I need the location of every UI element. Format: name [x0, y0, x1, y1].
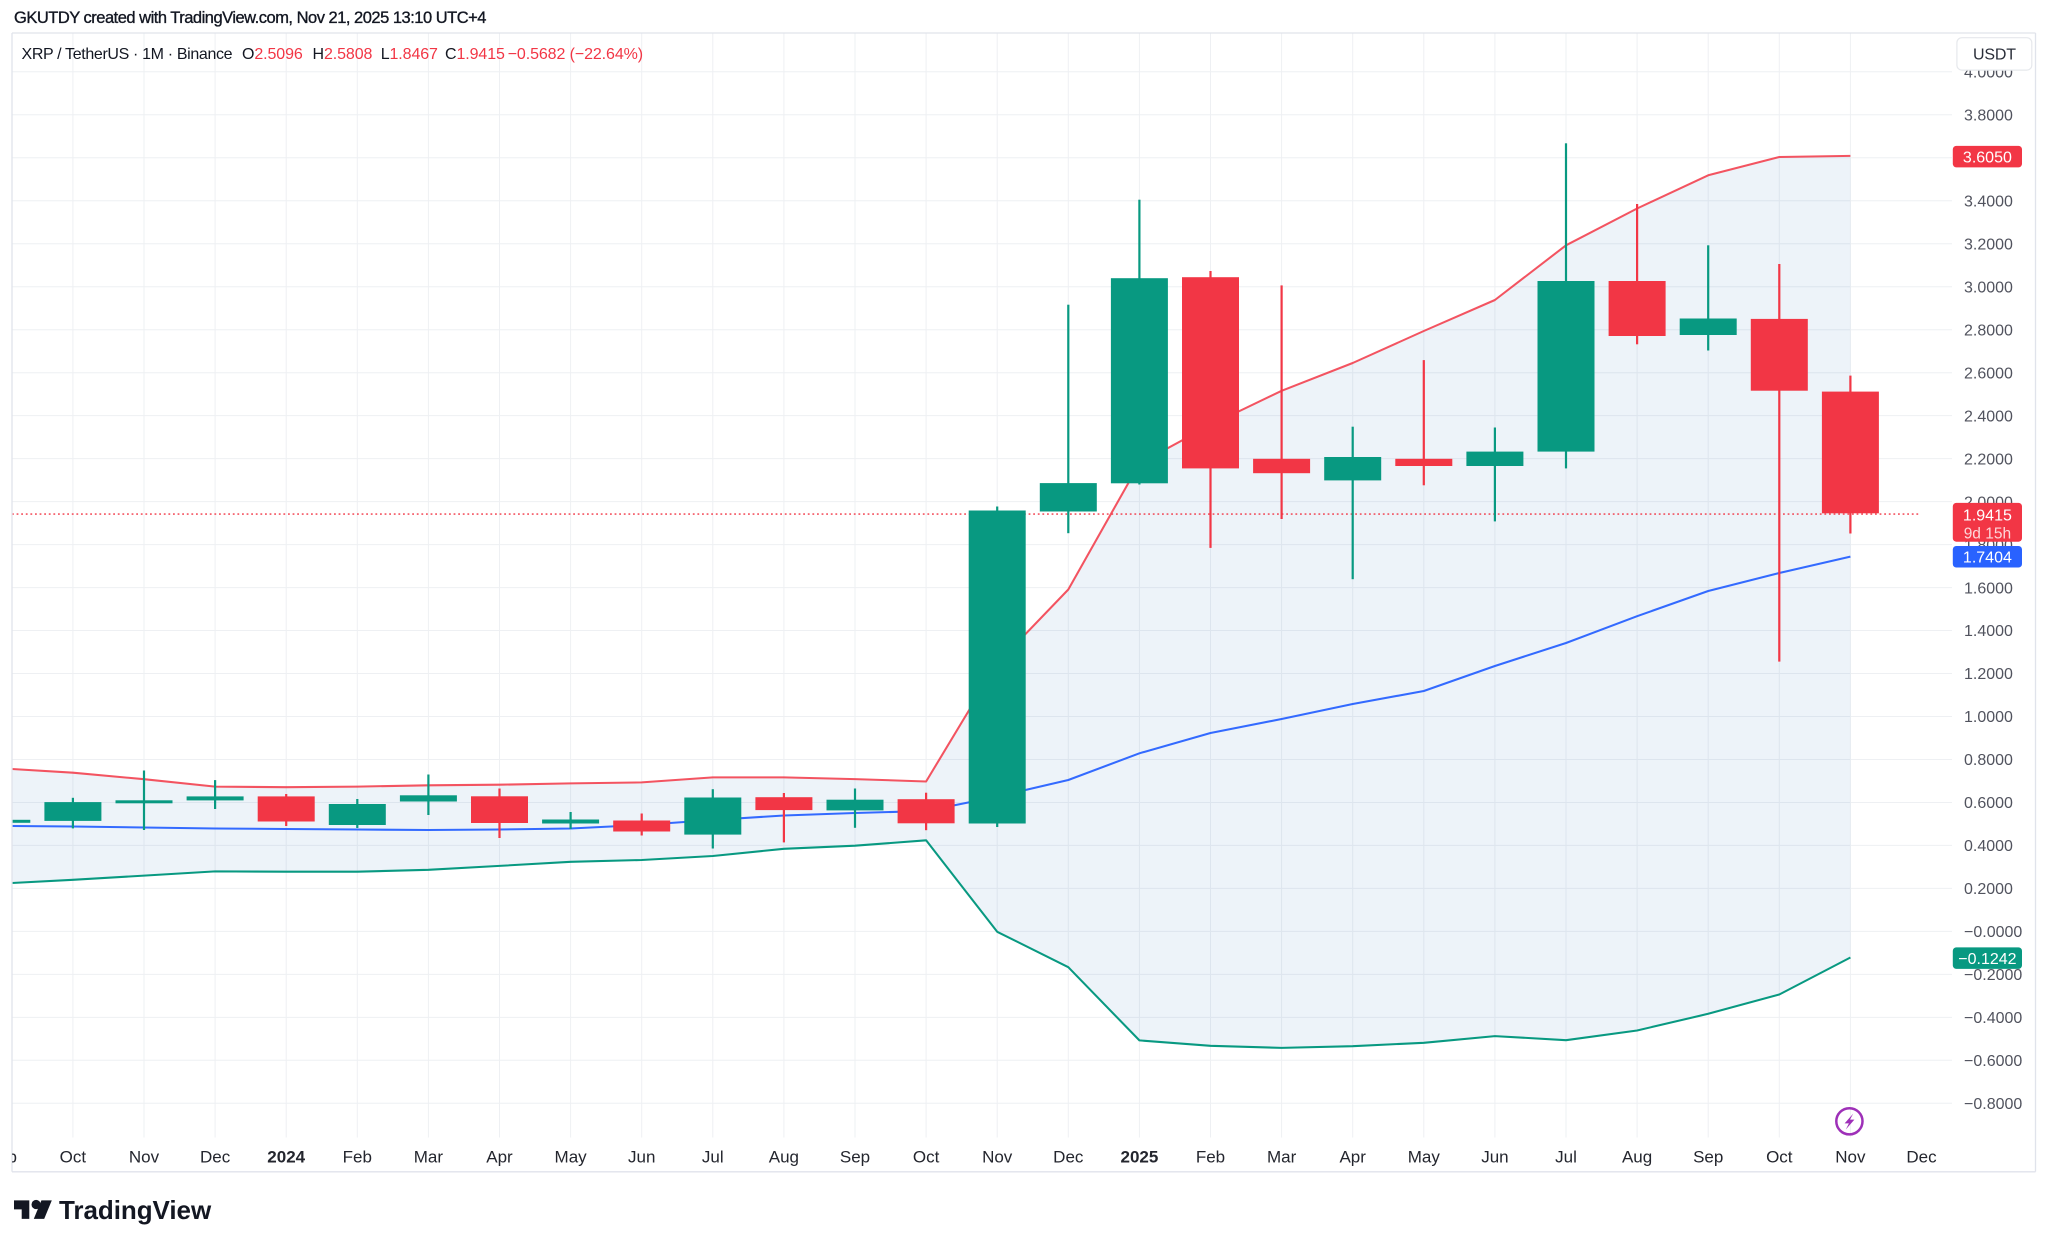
- svg-text:Jul: Jul: [1555, 1147, 1577, 1166]
- svg-text:Jul: Jul: [702, 1147, 724, 1166]
- svg-text:9d 15h: 9d 15h: [1964, 526, 2011, 543]
- svg-text:Nov: Nov: [982, 1147, 1013, 1166]
- svg-text:Feb: Feb: [343, 1147, 372, 1166]
- svg-text:2.2000: 2.2000: [1964, 451, 2013, 468]
- svg-text:0.6000: 0.6000: [1964, 795, 2013, 812]
- svg-text:3.4000: 3.4000: [1964, 193, 2013, 210]
- svg-text:Oct: Oct: [1766, 1147, 1793, 1166]
- svg-text:−0.2000: −0.2000: [1964, 967, 2022, 984]
- svg-text:Sep: Sep: [0, 1147, 17, 1166]
- svg-text:Mar: Mar: [1267, 1147, 1297, 1166]
- svg-text:Aug: Aug: [769, 1147, 799, 1166]
- svg-text:2.6000: 2.6000: [1964, 365, 2013, 382]
- svg-text:−0.8000: −0.8000: [1964, 1096, 2022, 1113]
- svg-text:TradingView: TradingView: [59, 1195, 212, 1225]
- svg-text:Apr: Apr: [1339, 1147, 1366, 1166]
- svg-text:Dec: Dec: [1906, 1147, 1937, 1166]
- svg-text:XRP / TetherUS · 1M · Binance: XRP / TetherUS · 1M · Binance: [22, 46, 233, 63]
- svg-text:L1.8467: L1.8467: [381, 46, 438, 63]
- svg-text:USDT: USDT: [1973, 47, 2016, 64]
- svg-text:−0.1242: −0.1242: [1958, 951, 2016, 968]
- svg-text:Nov: Nov: [1835, 1147, 1866, 1166]
- svg-text:GKUTDY created with TradingVie: GKUTDY created with TradingView.com, Nov…: [14, 9, 486, 27]
- svg-text:1.6000: 1.6000: [1964, 580, 2013, 597]
- svg-text:Oct: Oct: [60, 1147, 87, 1166]
- svg-text:2.4000: 2.4000: [1964, 408, 2013, 425]
- svg-text:H2.5808: H2.5808: [313, 46, 373, 63]
- svg-text:3.8000: 3.8000: [1964, 108, 2013, 125]
- svg-text:1.7404: 1.7404: [1963, 550, 2012, 567]
- svg-text:Jun: Jun: [628, 1147, 655, 1166]
- svg-text:Oct: Oct: [913, 1147, 940, 1166]
- svg-text:May: May: [555, 1147, 588, 1166]
- svg-text:3.6050: 3.6050: [1963, 149, 2012, 166]
- svg-text:0.4000: 0.4000: [1964, 838, 2013, 855]
- svg-text:Jun: Jun: [1481, 1147, 1508, 1166]
- svg-text:1.4000: 1.4000: [1964, 623, 2013, 640]
- svg-text:Feb: Feb: [1196, 1147, 1225, 1166]
- svg-text:O2.5096: O2.5096: [242, 46, 303, 63]
- svg-text:C1.9415: C1.9415: [445, 46, 505, 63]
- svg-text:1.9415: 1.9415: [1963, 507, 2012, 524]
- svg-text:0.8000: 0.8000: [1964, 752, 2013, 769]
- svg-text:May: May: [1408, 1147, 1441, 1166]
- svg-text:2025: 2025: [1120, 1147, 1158, 1166]
- svg-text:Nov: Nov: [129, 1147, 160, 1166]
- svg-text:2.8000: 2.8000: [1964, 322, 2013, 339]
- svg-text:Aug: Aug: [1622, 1147, 1652, 1166]
- svg-text:Sep: Sep: [840, 1147, 870, 1166]
- svg-text:1.2000: 1.2000: [1964, 666, 2013, 683]
- svg-text:Apr: Apr: [486, 1147, 513, 1166]
- svg-text:1.0000: 1.0000: [1964, 709, 2013, 726]
- svg-text:Dec: Dec: [1053, 1147, 1084, 1166]
- svg-text:3.2000: 3.2000: [1964, 236, 2013, 253]
- svg-text:2024: 2024: [267, 1147, 305, 1166]
- svg-text:−0.5682 (−22.64%): −0.5682 (−22.64%): [508, 46, 643, 63]
- svg-text:3.0000: 3.0000: [1964, 279, 2013, 296]
- svg-text:Mar: Mar: [414, 1147, 444, 1166]
- svg-text:−0.0000: −0.0000: [1964, 924, 2022, 941]
- svg-text:−0.6000: −0.6000: [1964, 1053, 2022, 1070]
- svg-text:Sep: Sep: [1693, 1147, 1723, 1166]
- svg-text:−0.4000: −0.4000: [1964, 1010, 2022, 1027]
- svg-text:0.2000: 0.2000: [1964, 881, 2013, 898]
- svg-text:Dec: Dec: [200, 1147, 231, 1166]
